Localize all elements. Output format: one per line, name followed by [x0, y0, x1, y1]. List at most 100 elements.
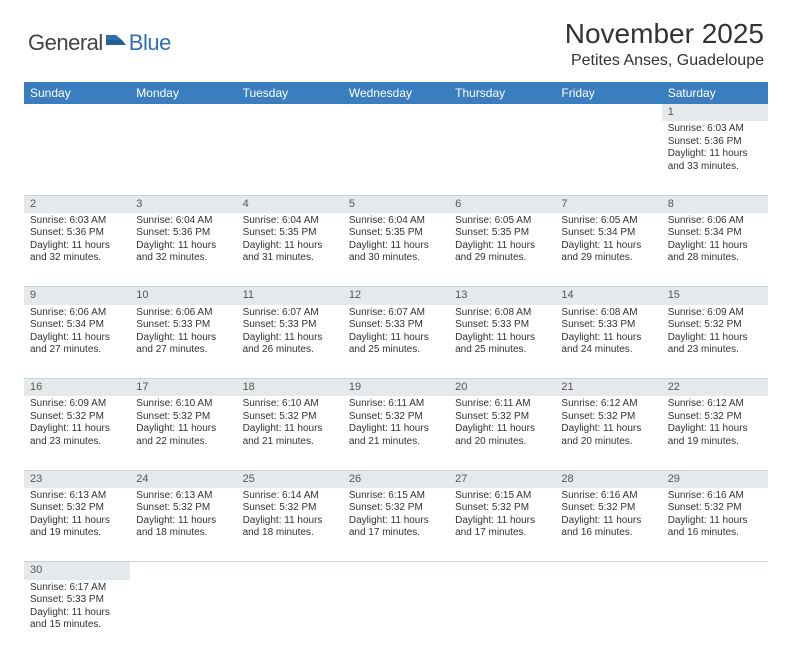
sunset-line: Sunset: 5:32 PM: [455, 411, 549, 424]
daylight-line: Daylight: 11 hours and 18 minutes.: [243, 515, 337, 540]
sunrise-line: Sunrise: 6:05 AM: [455, 215, 549, 228]
sunset-line: Sunset: 5:32 PM: [136, 411, 230, 424]
daynum-cell: 15: [662, 287, 768, 305]
daylight-line: Daylight: 11 hours and 22 minutes.: [136, 423, 230, 448]
daynum-cell: [130, 562, 236, 580]
sunrise-line: Sunrise: 6:05 AM: [561, 215, 655, 228]
sunset-line: Sunset: 5:34 PM: [561, 227, 655, 240]
daylight-line: Daylight: 11 hours and 20 minutes.: [561, 423, 655, 448]
day-cell: [343, 121, 449, 195]
day-header: Wednesday: [343, 82, 449, 104]
sunset-line: Sunset: 5:32 PM: [349, 411, 443, 424]
sunset-line: Sunset: 5:33 PM: [349, 319, 443, 332]
daynum-cell: 17: [130, 379, 236, 397]
day-cell: Sunrise: 6:17 AMSunset: 5:33 PMDaylight:…: [24, 580, 130, 654]
content-row: Sunrise: 6:03 AMSunset: 5:36 PMDaylight:…: [24, 121, 768, 195]
day-cell-body: Sunrise: 6:05 AMSunset: 5:34 PMDaylight:…: [555, 213, 661, 269]
daylight-line: Daylight: 11 hours and 27 minutes.: [136, 332, 230, 357]
content-row: Sunrise: 6:06 AMSunset: 5:34 PMDaylight:…: [24, 305, 768, 379]
sunset-line: Sunset: 5:32 PM: [243, 411, 337, 424]
daynum-cell: [343, 104, 449, 121]
daynum-cell: [555, 562, 661, 580]
sunrise-line: Sunrise: 6:04 AM: [349, 215, 443, 228]
daynum-cell: 18: [237, 379, 343, 397]
day-cell: Sunrise: 6:10 AMSunset: 5:32 PMDaylight:…: [237, 396, 343, 470]
sunrise-line: Sunrise: 6:11 AM: [455, 398, 549, 411]
daylight-line: Daylight: 11 hours and 20 minutes.: [455, 423, 549, 448]
calendar-header-row: SundayMondayTuesdayWednesdayThursdayFrid…: [24, 82, 768, 104]
sunset-line: Sunset: 5:35 PM: [243, 227, 337, 240]
day-cell-body: Sunrise: 6:05 AMSunset: 5:35 PMDaylight:…: [449, 213, 555, 269]
day-cell: Sunrise: 6:05 AMSunset: 5:34 PMDaylight:…: [555, 213, 661, 287]
daylight-line: Daylight: 11 hours and 29 minutes.: [455, 240, 549, 265]
day-cell-body: Sunrise: 6:12 AMSunset: 5:32 PMDaylight:…: [662, 396, 768, 452]
day-cell-body: Sunrise: 6:06 AMSunset: 5:34 PMDaylight:…: [662, 213, 768, 269]
daynum-row: 30: [24, 562, 768, 580]
sunrise-line: Sunrise: 6:06 AM: [136, 307, 230, 320]
sunset-line: Sunset: 5:36 PM: [30, 227, 124, 240]
calendar-page: General Blue November 2025 Petites Anses…: [0, 0, 792, 612]
day-cell: Sunrise: 6:04 AMSunset: 5:35 PMDaylight:…: [343, 213, 449, 287]
daylight-line: Daylight: 11 hours and 33 minutes.: [668, 148, 762, 173]
daynum-cell: [237, 104, 343, 121]
sunrise-line: Sunrise: 6:13 AM: [136, 490, 230, 503]
daynum-cell: 6: [449, 195, 555, 213]
sunset-line: Sunset: 5:33 PM: [455, 319, 549, 332]
day-cell: Sunrise: 6:06 AMSunset: 5:34 PMDaylight:…: [662, 213, 768, 287]
sunrise-line: Sunrise: 6:08 AM: [455, 307, 549, 320]
daynum-cell: 14: [555, 287, 661, 305]
daylight-line: Daylight: 11 hours and 23 minutes.: [30, 423, 124, 448]
day-cell: Sunrise: 6:04 AMSunset: 5:36 PMDaylight:…: [130, 213, 236, 287]
sunrise-line: Sunrise: 6:08 AM: [561, 307, 655, 320]
day-cell-body: Sunrise: 6:16 AMSunset: 5:32 PMDaylight:…: [662, 488, 768, 544]
sunset-line: Sunset: 5:32 PM: [243, 502, 337, 515]
sunrise-line: Sunrise: 6:06 AM: [668, 215, 762, 228]
day-cell: Sunrise: 6:06 AMSunset: 5:34 PMDaylight:…: [24, 305, 130, 379]
daylight-line: Daylight: 11 hours and 29 minutes.: [561, 240, 655, 265]
header: General Blue November 2025 Petites Anses…: [24, 18, 768, 70]
daynum-cell: [343, 562, 449, 580]
day-cell-body: Sunrise: 6:14 AMSunset: 5:32 PMDaylight:…: [237, 488, 343, 544]
day-cell-body: Sunrise: 6:10 AMSunset: 5:32 PMDaylight:…: [237, 396, 343, 452]
day-cell: Sunrise: 6:07 AMSunset: 5:33 PMDaylight:…: [343, 305, 449, 379]
daynum-cell: 10: [130, 287, 236, 305]
sunrise-line: Sunrise: 6:07 AM: [349, 307, 443, 320]
day-cell-body: Sunrise: 6:15 AMSunset: 5:32 PMDaylight:…: [343, 488, 449, 544]
sunset-line: Sunset: 5:34 PM: [668, 227, 762, 240]
daynum-cell: [449, 104, 555, 121]
daylight-line: Daylight: 11 hours and 17 minutes.: [349, 515, 443, 540]
day-cell: [555, 121, 661, 195]
day-cell: Sunrise: 6:06 AMSunset: 5:33 PMDaylight:…: [130, 305, 236, 379]
sunset-line: Sunset: 5:32 PM: [455, 502, 549, 515]
daynum-cell: [555, 104, 661, 121]
day-cell: Sunrise: 6:13 AMSunset: 5:32 PMDaylight:…: [130, 488, 236, 562]
daylight-line: Daylight: 11 hours and 31 minutes.: [243, 240, 337, 265]
daynum-cell: 12: [343, 287, 449, 305]
day-cell: Sunrise: 6:03 AMSunset: 5:36 PMDaylight:…: [24, 213, 130, 287]
sunset-line: Sunset: 5:32 PM: [561, 502, 655, 515]
day-cell: Sunrise: 6:11 AMSunset: 5:32 PMDaylight:…: [449, 396, 555, 470]
logo: General Blue: [28, 30, 171, 56]
day-cell-body: Sunrise: 6:11 AMSunset: 5:32 PMDaylight:…: [343, 396, 449, 452]
daynum-cell: 9: [24, 287, 130, 305]
daynum-cell: 2: [24, 195, 130, 213]
daylight-line: Daylight: 11 hours and 26 minutes.: [243, 332, 337, 357]
day-header: Thursday: [449, 82, 555, 104]
day-cell: [343, 580, 449, 654]
daynum-cell: 22: [662, 379, 768, 397]
daylight-line: Daylight: 11 hours and 16 minutes.: [668, 515, 762, 540]
daynum-cell: 25: [237, 470, 343, 488]
sunset-line: Sunset: 5:33 PM: [561, 319, 655, 332]
daynum-cell: 5: [343, 195, 449, 213]
sunrise-line: Sunrise: 6:03 AM: [668, 123, 762, 136]
day-cell: Sunrise: 6:08 AMSunset: 5:33 PMDaylight:…: [555, 305, 661, 379]
daynum-cell: 11: [237, 287, 343, 305]
daylight-line: Daylight: 11 hours and 28 minutes.: [668, 240, 762, 265]
day-cell: Sunrise: 6:16 AMSunset: 5:32 PMDaylight:…: [555, 488, 661, 562]
daylight-line: Daylight: 11 hours and 25 minutes.: [349, 332, 443, 357]
daylight-line: Daylight: 11 hours and 32 minutes.: [30, 240, 124, 265]
sunrise-line: Sunrise: 6:12 AM: [561, 398, 655, 411]
day-cell: [237, 580, 343, 654]
logo-blue: Blue: [129, 30, 171, 56]
daynum-cell: 23: [24, 470, 130, 488]
